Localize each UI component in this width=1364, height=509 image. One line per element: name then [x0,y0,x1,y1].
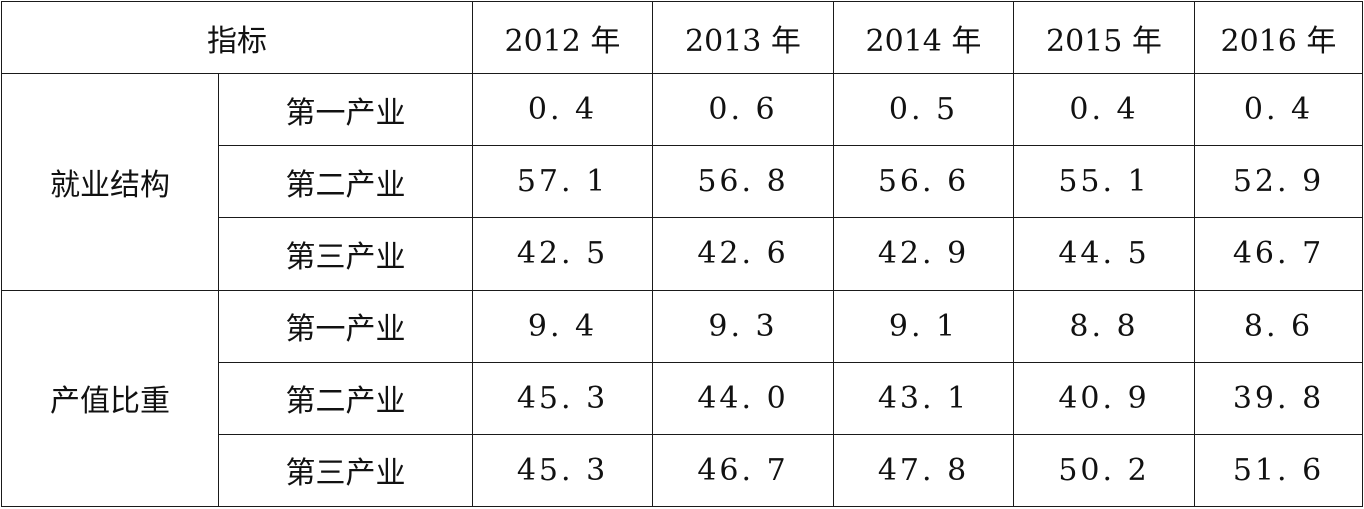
year-header: 2012 年 [472,0,653,75]
value-cell: 39. 8 [1194,361,1363,435]
table-row: 第三产业 42. 5 42. 6 42. 9 44. 5 46. 7 [2,217,1363,291]
sector-label: 第一产业 [218,73,473,147]
table-row: 第三产业 45. 3 46. 7 47. 8 50. 2 51. 6 [2,433,1363,508]
value-cell: 9. 4 [472,289,653,363]
value-cell: 43. 1 [833,361,1014,435]
value-cell: 42. 9 [833,217,1014,291]
sector-label: 第三产业 [218,433,473,508]
value-cell: 44. 0 [652,361,834,435]
value-cell: 8. 6 [1194,289,1363,363]
group-label: 就业结构 [1,73,219,291]
value-cell: 8. 8 [1013,289,1195,363]
value-cell: 52. 9 [1194,145,1363,219]
value-cell: 46. 7 [652,433,834,508]
sector-label: 第一产业 [218,289,473,363]
sector-label: 第二产业 [218,361,473,435]
value-cell: 0. 4 [1194,73,1363,147]
table-row: 产值比重 第一产业 9. 4 9. 3 9. 1 8. 8 8. 6 [1,289,1363,508]
header-row: 指标 2012 年 2013 年 2014 年 2015 年 2016 年 [1,0,1363,75]
year-header: 2015 年 [1013,0,1195,75]
value-cell: 40. 9 [1013,361,1195,435]
value-cell: 56. 8 [652,145,834,219]
value-cell: 46. 7 [1194,217,1363,291]
value-cell: 9. 1 [833,289,1014,363]
value-cell: 56. 6 [833,145,1014,219]
indicator-header: 指标 [1,0,473,75]
value-cell: 47. 8 [833,433,1014,508]
value-cell: 45. 3 [472,361,653,435]
table-row: 第二产业 45. 3 44. 0 43. 1 40. 9 39. 8 [2,361,1363,435]
year-header: 2013 年 [652,0,834,75]
value-cell: 44. 5 [1013,217,1195,291]
sector-label: 第二产业 [218,145,473,219]
value-cell: 42. 5 [472,217,653,291]
sector-label: 第三产业 [218,217,473,291]
value-cell: 45. 3 [472,433,653,508]
value-cell: 0. 6 [652,73,834,147]
value-cell: 50. 2 [1013,433,1195,508]
year-header: 2016 年 [1194,0,1363,75]
value-cell: 42. 6 [652,217,834,291]
value-cell: 0. 5 [833,73,1014,147]
year-header: 2014 年 [833,0,1014,75]
value-cell: 51. 6 [1194,433,1363,508]
value-cell: 57. 1 [472,145,653,219]
group-label: 产值比重 [1,289,219,508]
value-cell: 55. 1 [1013,145,1195,219]
value-cell: 0. 4 [472,73,653,147]
table-row: 就业结构 第一产业 0. 4 0. 6 0. 5 0. 4 0. 4 [1,73,1363,291]
value-cell: 0. 4 [1013,73,1195,147]
value-cell: 9. 3 [652,289,834,363]
